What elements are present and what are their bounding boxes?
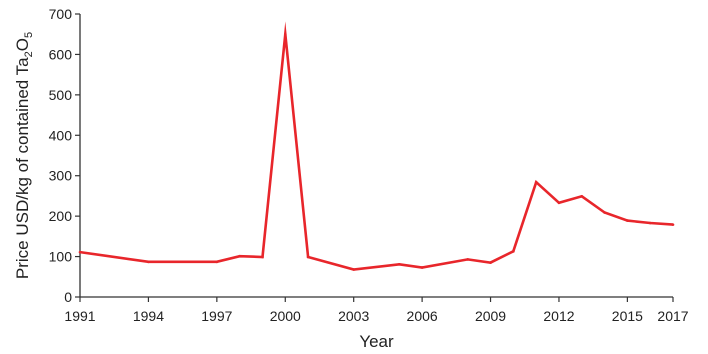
series-points — [78, 32, 675, 271]
y-axis-title: Price USD/kg of contained Ta2O5 — [13, 32, 35, 279]
data-point — [398, 262, 401, 266]
x-tick-label: 2003 — [338, 308, 369, 324]
y-tick-label: 700 — [49, 6, 73, 22]
x-tick-label: 1994 — [133, 308, 164, 324]
x-axis-title: Year — [359, 332, 394, 351]
data-point — [283, 32, 287, 36]
y-axis-ticks: 0 100 200 300 400 500 600 700 — [49, 6, 80, 305]
y-axis-title-sub2: 5 — [23, 32, 35, 38]
data-point — [420, 266, 424, 269]
x-tick-label: 2015 — [612, 308, 643, 324]
x-tick-label: 2000 — [270, 308, 301, 324]
data-point — [603, 211, 606, 214]
data-point — [534, 180, 538, 184]
data-point — [557, 201, 561, 205]
data-point — [512, 250, 515, 253]
y-tick-label: 400 — [49, 127, 73, 143]
x-tick-label: 2006 — [407, 308, 438, 324]
y-tick-label: 500 — [49, 87, 73, 103]
data-point — [580, 195, 584, 198]
x-tick-label: 1991 — [64, 308, 95, 324]
x-tick-label: 2017 — [657, 308, 688, 324]
x-tick-label: 1997 — [201, 308, 232, 324]
series-line — [79, 21, 674, 271]
x-axis-ticks: 1991 1994 1997 2000 2003 2006 2009 2012 2015 2017 — [64, 297, 689, 324]
data-point — [261, 255, 264, 259]
data-point — [626, 219, 629, 222]
data-point — [306, 255, 310, 259]
y-tick-label: 0 — [64, 289, 72, 305]
y-axis-title-prefix: Price USD/kg of contained Ta — [13, 57, 32, 279]
x-tick-label: 2012 — [543, 308, 574, 324]
y-tick-label: 600 — [49, 46, 73, 62]
y-axis-title-sub1: 2 — [23, 51, 35, 57]
y-axis-title-mid: O — [13, 38, 32, 51]
data-point — [238, 254, 241, 258]
data-point — [78, 250, 82, 254]
data-point — [352, 268, 355, 271]
data-point — [671, 223, 675, 226]
x-tick-label: 2009 — [475, 308, 506, 324]
y-tick-label: 300 — [49, 168, 73, 184]
y-tick-label: 100 — [49, 249, 73, 265]
data-point — [648, 221, 652, 225]
data-point — [147, 260, 150, 264]
y-tick-label: 200 — [49, 208, 73, 224]
data-point — [489, 261, 492, 264]
data-point — [466, 258, 470, 261]
data-point — [215, 260, 219, 264]
